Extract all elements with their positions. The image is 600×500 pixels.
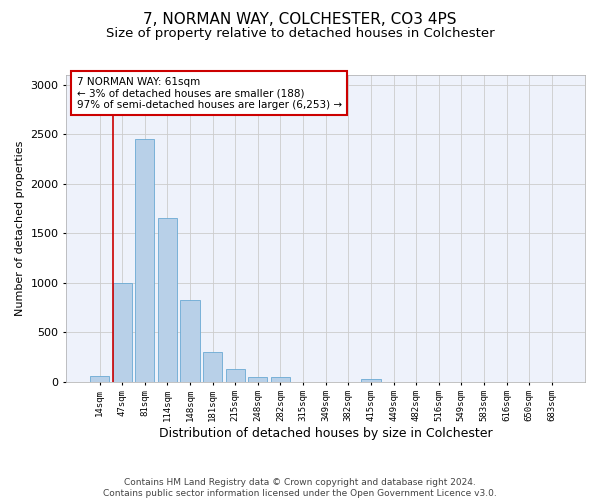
Bar <box>203 352 222 382</box>
Bar <box>361 378 380 382</box>
X-axis label: Distribution of detached houses by size in Colchester: Distribution of detached houses by size … <box>159 427 493 440</box>
Text: Contains HM Land Registry data © Crown copyright and database right 2024.
Contai: Contains HM Land Registry data © Crown c… <box>103 478 497 498</box>
Bar <box>135 140 154 382</box>
Text: 7 NORMAN WAY: 61sqm
← 3% of detached houses are smaller (188)
97% of semi-detach: 7 NORMAN WAY: 61sqm ← 3% of detached hou… <box>77 76 342 110</box>
Bar <box>248 376 268 382</box>
Bar <box>181 300 200 382</box>
Bar <box>226 368 245 382</box>
Text: 7, NORMAN WAY, COLCHESTER, CO3 4PS: 7, NORMAN WAY, COLCHESTER, CO3 4PS <box>143 12 457 28</box>
Bar <box>90 376 109 382</box>
Bar <box>158 218 177 382</box>
Bar <box>113 282 132 382</box>
Y-axis label: Number of detached properties: Number of detached properties <box>15 140 25 316</box>
Bar <box>271 377 290 382</box>
Text: Size of property relative to detached houses in Colchester: Size of property relative to detached ho… <box>106 28 494 40</box>
